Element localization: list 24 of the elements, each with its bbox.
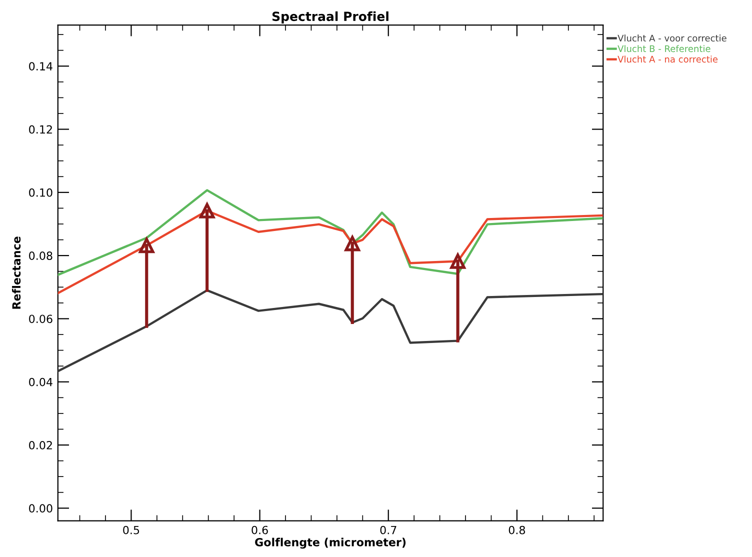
y-tick-label: 0.08 [29,252,52,260]
x-tick-label: 0.6 [252,526,268,534]
point [450,254,466,269]
point [344,236,360,252]
x-tick-label: 0.5 [123,526,140,534]
point [199,203,215,218]
line-series [58,289,603,372]
y-tick-label: 0.00 [29,504,52,513]
x-tick-label: 0.8 [508,526,526,534]
y-tick-label: 0.10 [29,188,52,197]
y-tick-label: 0.02 [29,440,52,450]
x-axis-title: Golflengte (micrometer) [255,538,406,549]
legend-label: Vlucht A - na correctie [618,56,718,63]
line-series [58,189,603,276]
y-tick-label: 0.06 [29,314,52,324]
chart-title: Spectraal Profiel [272,11,388,24]
y-tick-label: 0.14 [29,62,52,70]
x-tick-label: 0.7 [380,526,396,534]
legend-label: Vlucht A - voor correctie [618,34,726,42]
y-axis-title: Reflectance [12,236,21,309]
y-tick-label: 0.12 [29,125,52,134]
legend-label: Vlucht B - Referentie [618,45,710,52]
y-tick-label: 0.04 [29,378,52,386]
point [138,238,154,254]
